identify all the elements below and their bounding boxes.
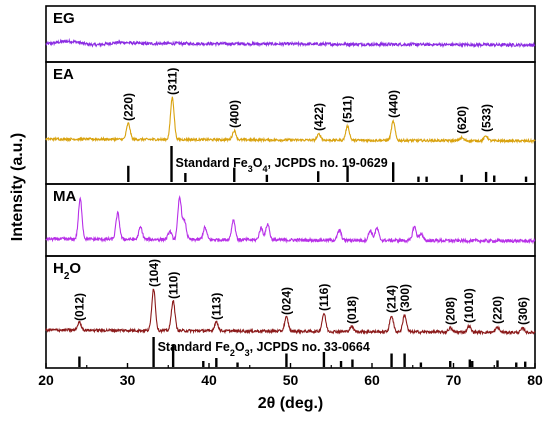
- series-line-ma: [45, 195, 536, 245]
- peak-label-208: (208): [443, 297, 457, 325]
- peak-label-533: (533): [479, 104, 493, 132]
- reference-label: Standard Fe3O4, JCPDS no. 19-0629: [176, 156, 388, 174]
- series-line-eg: [45, 37, 536, 49]
- peak-label-620: (620): [455, 106, 469, 134]
- x-tick-label: 50: [283, 372, 299, 388]
- x-axis: 20 30 40 50 60 70 80: [38, 363, 543, 388]
- reference-pattern: Standard Fe2O3, JCPDS no. 33-0664: [78, 337, 527, 367]
- peak-label-300: (300): [398, 284, 412, 312]
- x-tick-label: 80: [527, 372, 543, 388]
- x-axis-title: 2θ (deg.): [258, 395, 324, 412]
- peak-label-104: (104): [147, 259, 161, 287]
- x-tick-label: 20: [38, 372, 54, 388]
- peak-label-220: (220): [491, 296, 505, 324]
- x-tick-label: 40: [201, 372, 217, 388]
- panel-ma: MA: [45, 183, 536, 257]
- panel-ea: EA (220) (311) (400) (422) (511) (440) (620) (53…: [45, 61, 536, 185]
- peak-label-113: (113): [210, 293, 224, 320]
- peak-label-511: (511): [341, 96, 355, 123]
- series-line-ea: [45, 96, 536, 145]
- panel-label: EA: [53, 66, 74, 83]
- peak-label-214: (214): [385, 285, 399, 313]
- panel-label: EG: [53, 10, 75, 27]
- panel-eg: EG: [45, 5, 536, 63]
- reference-pattern: Standard Fe3O4, JCPDS no. 19-0629: [127, 146, 528, 182]
- series-line-h2o: [45, 288, 536, 336]
- peak-label-018: (018): [345, 296, 359, 324]
- peak-label-110: (110): [166, 272, 180, 299]
- peak-label-440: (440): [386, 90, 400, 118]
- panel-label: MA: [53, 188, 76, 205]
- panel-label: H2O: [53, 260, 81, 282]
- x-tick-label: 30: [120, 372, 136, 388]
- panels-layer: EG EA (220) (311) (400) (422) (511) (440) (620) (…: [45, 5, 536, 369]
- reference-label: Standard Fe2O3, JCPDS no. 33-0664: [158, 340, 370, 358]
- peak-label-400: (400): [227, 100, 241, 128]
- y-axis-title: Intensity (a.u.): [9, 133, 26, 241]
- panel-frame: [45, 5, 536, 63]
- x-tick-label: 70: [446, 372, 462, 388]
- peak-label-024: (024): [280, 287, 294, 315]
- peak-label-311: (311): [166, 68, 180, 95]
- peak-label-012: (012): [73, 293, 87, 321]
- panel-h2o: H2O (012) (104) (110) (113) (024) (116) (018) (2…: [45, 255, 536, 369]
- peak-label-116: (116): [317, 284, 331, 311]
- x-tick-label: 60: [364, 372, 380, 388]
- peak-label-422: (422): [312, 103, 326, 131]
- peak-label-306: (306): [516, 297, 530, 325]
- peak-label-220: (220): [122, 93, 136, 121]
- peak-label-1010: (1010): [462, 288, 476, 323]
